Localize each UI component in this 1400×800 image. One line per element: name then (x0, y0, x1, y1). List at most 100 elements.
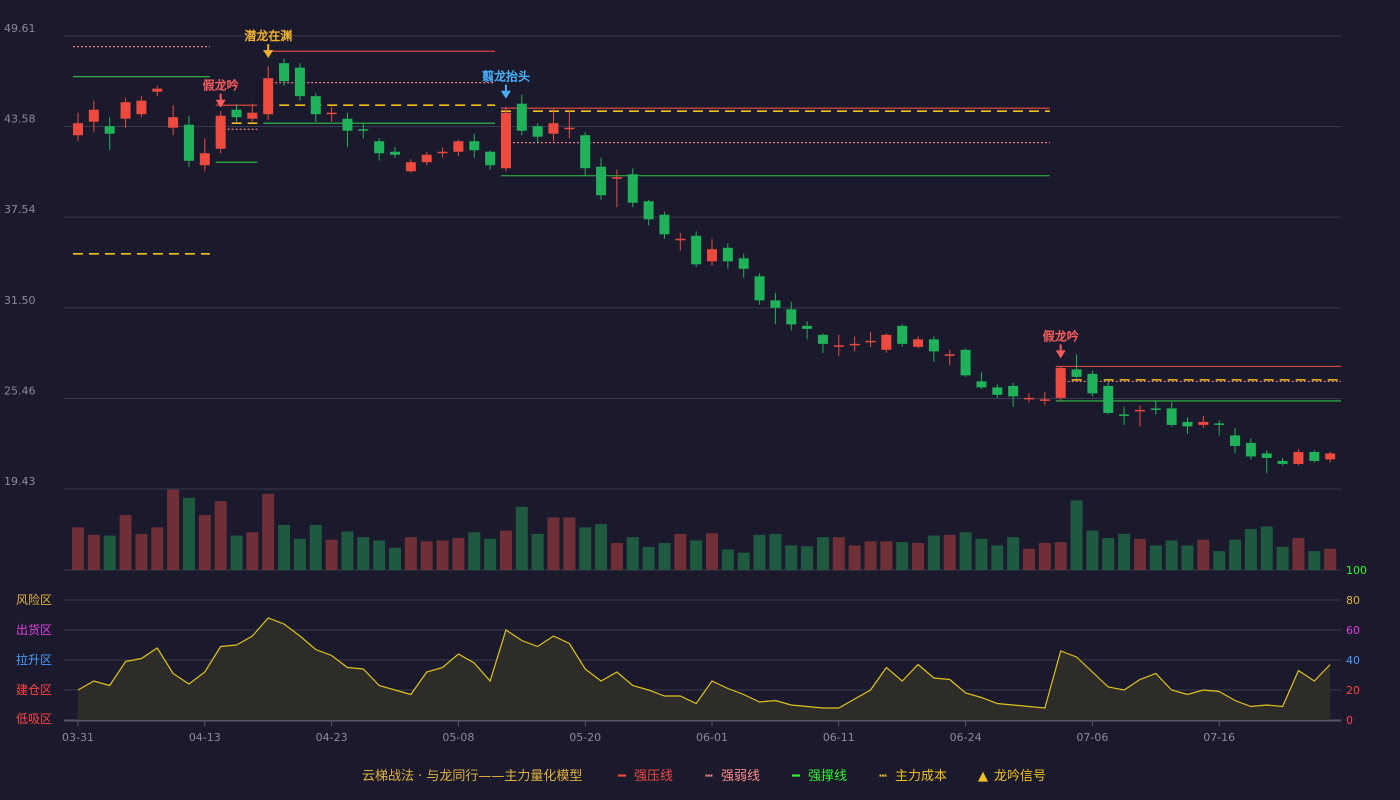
candle-body (421, 154, 432, 163)
candle-body (928, 339, 939, 352)
volume-bar (658, 542, 671, 570)
oscillator-tick-label: 100 (1346, 564, 1367, 577)
candle-body (1150, 408, 1161, 410)
volume-bar (943, 534, 956, 570)
legend-item-label: 强弱线 (721, 769, 760, 784)
candle-body (231, 109, 242, 118)
candle-body (263, 78, 274, 115)
volume-bar (103, 535, 116, 570)
candle-body (437, 151, 448, 154)
candle-body (1134, 409, 1145, 412)
volume-bar (293, 538, 306, 570)
candle-body (136, 100, 147, 115)
candle-body (390, 151, 400, 155)
candle-body (675, 238, 686, 241)
candle-body (707, 249, 717, 262)
volume-bar (1133, 538, 1146, 570)
volume-bar (484, 538, 497, 570)
grid-lines (64, 35, 1341, 571)
volume-bar (801, 546, 814, 570)
volume-bar (563, 517, 576, 570)
price-tick-label: 43.58 (4, 113, 36, 126)
price-tick-label: 19.43 (4, 475, 36, 488)
candle-body (1039, 399, 1050, 401)
volume-bar (706, 533, 718, 570)
x-tick-label: 04-13 (189, 731, 221, 744)
volume-bar (182, 497, 195, 570)
volume-bar (975, 538, 988, 570)
candle-body (802, 325, 813, 329)
oscillator-tick-label: 60 (1346, 624, 1360, 637)
volume-bar (1308, 551, 1321, 570)
signal-label: 假龙吟 (203, 78, 239, 93)
candle-body (1245, 442, 1256, 457)
volume-bar (1244, 529, 1257, 570)
candle-body (326, 112, 337, 115)
price-tick-label: 49.61 (4, 22, 36, 35)
volume-bar (499, 530, 512, 570)
candle-body (722, 247, 733, 262)
volume-bar (1292, 538, 1305, 570)
volume-bar (1276, 547, 1289, 570)
volume-bar (119, 515, 132, 570)
volume-bar (1324, 548, 1337, 570)
legend-model-label: 云梯战法 · 与龙同行——主力量化模型 (362, 769, 582, 784)
zone-label: 拉升区 (16, 652, 52, 667)
volume-bar (1197, 539, 1210, 570)
volume-bar (278, 524, 291, 570)
volume-bar (1038, 542, 1051, 570)
oscillator-line (77, 617, 1331, 709)
oscillator-tick-label: 0 (1346, 714, 1353, 727)
candle-body (548, 123, 559, 134)
volume-bar (721, 549, 734, 570)
volume-bar (515, 506, 528, 570)
legend-marker-icon: ━ (791, 769, 800, 784)
candle-body (485, 151, 496, 166)
x-tick-label: 03-31 (62, 731, 94, 744)
candle-body (1008, 385, 1019, 397)
candle-body (358, 129, 369, 131)
zone-label: 风险区 (16, 592, 52, 607)
legend-item-label: 龙吟信号 (994, 768, 1046, 784)
candle-body (1261, 453, 1272, 458)
volume-bar (579, 527, 592, 570)
signal-arrow-icon (1055, 350, 1066, 359)
volume-bar (753, 534, 766, 570)
volume-bar (1054, 542, 1067, 570)
candle-body (500, 112, 511, 169)
volume-bar (547, 517, 560, 570)
volume-bar (325, 539, 338, 570)
candle-body (770, 300, 781, 308)
volume-bars (72, 489, 1337, 570)
oscillator-tick-label: 40 (1346, 654, 1360, 667)
volume-bar (151, 527, 164, 570)
legend-item-label: 强压线 (634, 769, 673, 784)
volume-bar (816, 537, 829, 570)
volume-bar (595, 524, 608, 570)
candle-body (1214, 423, 1225, 425)
candle-body (1071, 369, 1082, 377)
candle-body (168, 117, 179, 128)
x-tick-label: 06-24 (950, 731, 982, 744)
candle-body (960, 349, 971, 376)
x-tick-label: 06-11 (823, 731, 855, 744)
volume-bar (864, 541, 877, 570)
volume-bar (848, 545, 861, 570)
volume-bar (1149, 545, 1162, 570)
volume-bar (420, 541, 433, 570)
signal-arrow-icon (263, 50, 274, 59)
candle-body (833, 345, 844, 347)
legend-marker-icon: ━ (617, 769, 626, 784)
x-tick-label: 06-01 (696, 731, 728, 744)
volume-bar (531, 533, 544, 570)
x-tick-label: 05-08 (442, 731, 474, 744)
candle-body (691, 235, 702, 265)
x-tick-label: 04-23 (316, 731, 348, 744)
volume-bar (896, 542, 909, 570)
candle-body (1325, 453, 1336, 460)
volume-bar (214, 501, 227, 570)
candle-body (1166, 408, 1177, 425)
volume-bar (880, 541, 893, 570)
